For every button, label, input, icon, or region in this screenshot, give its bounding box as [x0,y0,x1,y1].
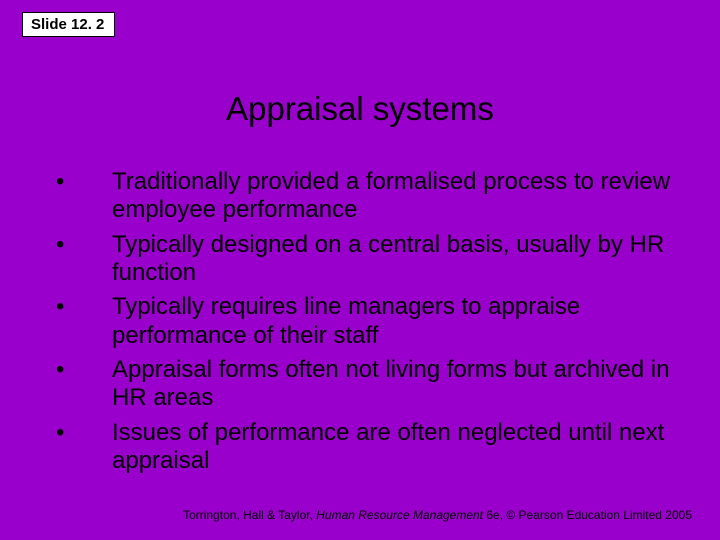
bullet-text: Typically designed on a central basis, u… [112,231,680,288]
bullet-marker-icon: • [56,168,112,225]
bullet-marker-icon: • [56,293,112,350]
bullet-text: Appraisal forms often not living forms b… [112,356,680,413]
slide: Slide 12. 2 Appraisal systems •Tradition… [0,0,720,540]
slide-number-label: Slide 12. 2 [22,12,115,37]
footer-book-title: Human Resource Management [316,508,486,522]
bullet-marker-icon: • [56,419,112,476]
footer-authors: Torrington, Hall & Taylor, [183,508,316,522]
slide-footer: Torrington, Hall & Taylor, Human Resourc… [183,508,692,522]
bullet-text: Traditionally provided a formalised proc… [112,168,680,225]
bullet-list: •Traditionally provided a formalised pro… [56,168,680,481]
bullet-marker-icon: • [56,356,112,413]
bullet-item: •Typically requires line managers to app… [56,293,680,350]
bullet-item: •Appraisal forms often not living forms … [56,356,680,413]
bullet-marker-icon: • [56,231,112,288]
bullet-item: •Traditionally provided a formalised pro… [56,168,680,225]
footer-edition: 6e, © Pearson Education Limited 2005 [486,508,692,522]
bullet-text: Issues of performance are often neglecte… [112,419,680,476]
bullet-item: •Issues of performance are often neglect… [56,419,680,476]
slide-title: Appraisal systems [0,90,720,128]
bullet-text: Typically requires line managers to appr… [112,293,680,350]
bullet-item: •Typically designed on a central basis, … [56,231,680,288]
